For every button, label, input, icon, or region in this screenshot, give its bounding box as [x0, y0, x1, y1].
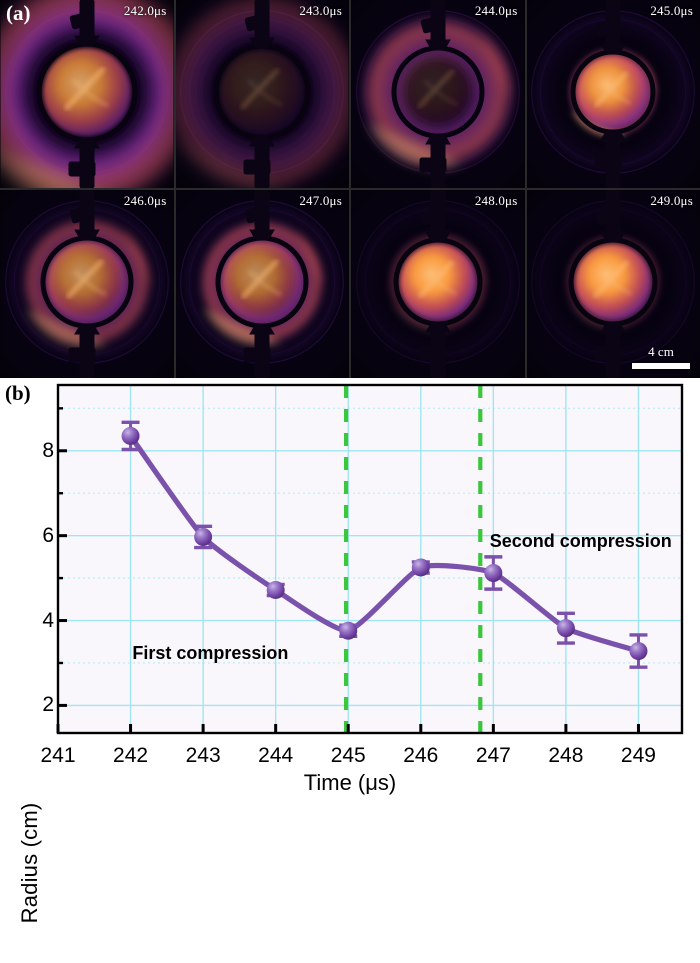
- frame-timestamp: 249.0μs: [650, 193, 693, 209]
- x-tick-label: 244: [258, 744, 293, 768]
- frame-grid: 242.0μs: [0, 0, 700, 378]
- x-tick-label: 243: [186, 744, 221, 768]
- panel-a-image-montage: 242.0μs: [0, 0, 700, 378]
- scale-bar-label: 4 cm: [632, 344, 690, 360]
- x-tick-label: 245: [331, 744, 366, 768]
- x-tick-label: 247: [476, 744, 511, 768]
- frame-timestamp: 243.0μs: [299, 3, 342, 19]
- x-axis-title: Time (μs): [0, 770, 700, 796]
- y-tick-label: 6: [42, 524, 54, 548]
- x-tick-label: 242: [113, 744, 148, 768]
- scale-bar-line: [632, 363, 690, 369]
- frame-timestamp: 245.0μs: [650, 3, 693, 19]
- frame-timestamp: 244.0μs: [475, 3, 518, 19]
- chart-annotation-label: First compression: [132, 643, 288, 664]
- chart-annotation-label: Second compression: [490, 531, 672, 552]
- y-tick-label: 2: [42, 693, 54, 717]
- x-tick-label: 249: [621, 744, 656, 768]
- panel-a-label: (a): [6, 1, 31, 26]
- plasma-frame: 245.0μs: [527, 0, 700, 188]
- y-tick-label: 8: [42, 439, 54, 463]
- plasma-frame: 248.0μs: [351, 190, 525, 378]
- scale-bar: 4 cm: [632, 344, 690, 369]
- frame-timestamp: 248.0μs: [475, 193, 518, 209]
- y-tick-label: 4: [42, 609, 54, 633]
- x-tick-label: 248: [548, 744, 583, 768]
- x-tick-label: 241: [40, 744, 75, 768]
- plasma-frame: 247.0μs: [176, 190, 350, 378]
- frame-timestamp: 246.0μs: [124, 193, 167, 209]
- frame-timestamp: 247.0μs: [299, 193, 342, 209]
- y-axis-title-holder: Radius (cm): [2, 380, 42, 680]
- plasma-frame: 244.0μs: [351, 0, 525, 188]
- plasma-frame: 243.0μs: [176, 0, 350, 188]
- x-tick-label: 246: [403, 744, 438, 768]
- frame-timestamp: 242.0μs: [124, 3, 167, 19]
